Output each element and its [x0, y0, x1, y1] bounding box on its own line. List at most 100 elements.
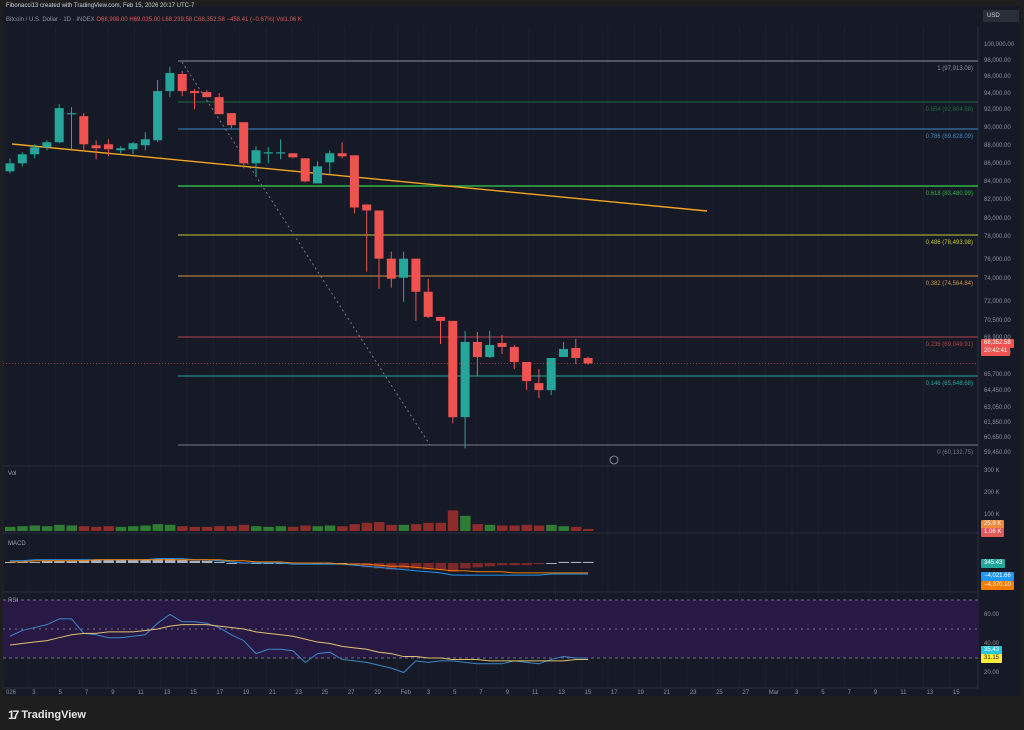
svg-text:90,000.00: 90,000.00: [984, 125, 1011, 131]
svg-text:60,650.00: 60,650.00: [984, 435, 1011, 441]
svg-text:19: 19: [243, 690, 250, 696]
svg-text:7: 7: [85, 690, 89, 696]
svg-text:27: 27: [742, 690, 749, 696]
symbol-name[interactable]: Bitcoin / U.S. Dollar · 1D · INDEX: [6, 17, 95, 23]
svg-text:7: 7: [479, 690, 483, 696]
svg-text:5: 5: [59, 690, 63, 696]
svg-text:21: 21: [664, 690, 671, 696]
svg-text:7: 7: [848, 690, 852, 696]
currency-button[interactable]: USD: [983, 10, 1019, 22]
svg-text:0.618 (83,480.99): 0.618 (83,480.99): [926, 191, 973, 197]
low-value: L68,239.58: [162, 17, 193, 23]
svg-text:9: 9: [874, 690, 878, 696]
svg-text:300 K: 300 K: [984, 468, 1000, 474]
svg-text:29: 29: [374, 690, 381, 696]
svg-text:88,000.00: 88,000.00: [984, 143, 1011, 149]
volume-value: Vol1.06 K: [276, 17, 302, 23]
svg-text:86,000.00: 86,000.00: [984, 161, 1011, 167]
svg-text:Feb: Feb: [401, 690, 412, 696]
footer-brand: 17 TradingView: [8, 708, 86, 722]
svg-text:17: 17: [216, 690, 223, 696]
svg-text:3: 3: [32, 690, 36, 696]
macd-signal-tag: −4,370.10: [981, 581, 1014, 590]
svg-text:13: 13: [164, 690, 171, 696]
svg-text:200 K: 200 K: [984, 490, 1000, 496]
svg-text:63,050.00: 63,050.00: [984, 405, 1011, 411]
svg-text:23: 23: [295, 690, 302, 696]
svg-text:11: 11: [138, 690, 145, 696]
svg-text:76,000.00: 76,000.00: [984, 257, 1011, 263]
svg-text:40.00: 40.00: [984, 641, 1000, 647]
svg-text:94,000.00: 94,000.00: [984, 91, 1011, 97]
rsi-ma-tag: 31.15: [981, 654, 1003, 663]
svg-text:13: 13: [927, 690, 934, 696]
svg-text:23: 23: [690, 690, 697, 696]
high-value: H69,035.00: [129, 17, 161, 23]
svg-text:0.854 (92,804.68): 0.854 (92,804.68): [926, 107, 973, 113]
svg-text:20.00: 20.00: [984, 670, 1000, 676]
svg-text:84,000.00: 84,000.00: [984, 179, 1011, 185]
svg-text:100,000.00: 100,000.00: [984, 42, 1015, 48]
volume-tag-2: 1.06 K: [981, 528, 1005, 537]
svg-text:80,000.00: 80,000.00: [984, 216, 1011, 222]
svg-text:60.00: 60.00: [984, 612, 1000, 618]
svg-text:21: 21: [269, 690, 276, 696]
svg-text:13: 13: [558, 690, 565, 696]
svg-text:74,000.00: 74,000.00: [984, 276, 1011, 282]
macd-hist-tag: 345.43: [981, 559, 1006, 568]
svg-text:11: 11: [900, 690, 907, 696]
svg-text:68,900.00: 68,900.00: [984, 335, 1011, 341]
svg-text:0.146 (65,648.68): 0.146 (65,648.68): [926, 381, 973, 387]
countdown-tag: 20:42:41: [981, 347, 1011, 356]
last-price-tag: 68,352.58: [981, 339, 1014, 348]
svg-text:5: 5: [453, 690, 457, 696]
svg-text:5: 5: [821, 690, 825, 696]
svg-text:0 (60,132.75): 0 (60,132.75): [937, 450, 973, 456]
svg-text:0.382 (74,564.84): 0.382 (74,564.84): [926, 281, 973, 287]
close-value: C68,352.58: [193, 17, 225, 23]
svg-text:100 K: 100 K: [984, 512, 1000, 518]
svg-text:72,000.00: 72,000.00: [984, 299, 1011, 305]
svg-text:96,000.00: 96,000.00: [984, 74, 1011, 80]
svg-text:65,700.00: 65,700.00: [984, 372, 1011, 378]
svg-text:70,500.00: 70,500.00: [984, 318, 1011, 324]
svg-text:0.236 (69,049.91): 0.236 (69,049.91): [926, 342, 973, 348]
svg-text:25: 25: [716, 690, 723, 696]
open-value: O68,908.00: [96, 17, 128, 23]
change-value: −458.41 (−0.67%): [226, 17, 275, 23]
svg-text:59,450.00: 59,450.00: [984, 450, 1011, 456]
svg-text:61,850.00: 61,850.00: [984, 420, 1011, 426]
svg-text:25: 25: [322, 690, 329, 696]
svg-text:3: 3: [427, 690, 431, 696]
svg-text:9: 9: [506, 690, 510, 696]
symbol-legend: Bitcoin / U.S. Dollar · 1D · INDEX O68,9…: [6, 17, 302, 23]
svg-text:15: 15: [585, 690, 592, 696]
svg-text:78,000.00: 78,000.00: [984, 234, 1011, 240]
macd-pane-label: MACD: [8, 541, 26, 547]
svg-text:15: 15: [190, 690, 197, 696]
svg-text:92,000.00: 92,000.00: [984, 107, 1011, 113]
macd-line-tag: −4,021.66: [981, 572, 1014, 581]
svg-text:17: 17: [611, 690, 618, 696]
rsi-pane-label: RSI: [8, 598, 19, 604]
tradingview-logo-icon: 17: [8, 708, 19, 722]
brand-name: TradingView: [21, 709, 86, 721]
rsi-tag: 35.43: [981, 646, 1003, 655]
svg-text:98,000.00: 98,000.00: [984, 58, 1011, 64]
svg-text:Mar: Mar: [769, 690, 779, 696]
svg-text:82,000.00: 82,000.00: [984, 197, 1011, 203]
svg-text:19: 19: [637, 690, 644, 696]
svg-text:026: 026: [6, 690, 17, 696]
svg-text:15: 15: [953, 690, 960, 696]
svg-text:0.486 (78,493.98): 0.486 (78,493.98): [926, 240, 973, 246]
svg-text:0.786 (89,828.09): 0.786 (89,828.09): [926, 134, 973, 140]
author-line: Fibonacci13 created with TradingView.com…: [6, 3, 195, 9]
svg-text:11: 11: [532, 690, 539, 696]
svg-text:1 (97,913.08): 1 (97,913.08): [937, 66, 973, 72]
svg-text:64,450.00: 64,450.00: [984, 388, 1011, 394]
volume-tag: 25.9 K: [981, 520, 1005, 529]
svg-text:27: 27: [348, 690, 355, 696]
volume-pane-label: Vol: [8, 471, 17, 477]
svg-text:9: 9: [111, 690, 115, 696]
